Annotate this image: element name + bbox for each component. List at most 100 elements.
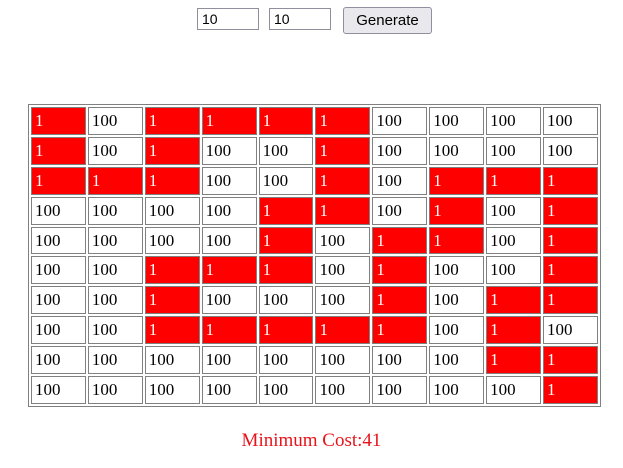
- grid-row: 1 100 1 1 1 1 100 100 100 100: [31, 107, 598, 135]
- grid-cell: 100: [315, 376, 371, 404]
- grid-cell-path: 1: [372, 286, 428, 315]
- grid-cell: 100: [258, 376, 314, 404]
- grid-cell: 100: [201, 136, 257, 165]
- grid-cell-path: 1: [258, 226, 314, 255]
- grid-cell: 100: [144, 376, 200, 404]
- grid-cell: 100: [429, 107, 485, 135]
- grid-cell: 100: [429, 136, 485, 165]
- grid-row: 100 100 100 100 100 100 100 100 1 1: [31, 346, 598, 375]
- grid-cell-path: 1: [372, 316, 428, 345]
- grid-cell: 100: [31, 256, 86, 285]
- grid-cell: 100: [258, 286, 314, 315]
- grid-cell: 100: [372, 166, 428, 195]
- cost-grid-body: 1 100 1 1 1 1 100 100 100 100 1 100 1 100 100 1 100 100 10…: [31, 107, 598, 404]
- grid-cell: 100: [144, 196, 200, 225]
- grid-cell: 100: [429, 286, 485, 315]
- generate-button[interactable]: Generate: [343, 7, 432, 34]
- grid-row: 100 100 1 1 1 100 1 100 100 1: [31, 256, 598, 285]
- grid-cell-path: 1: [315, 316, 371, 345]
- rows-input[interactable]: [197, 8, 259, 30]
- grid-cell: 100: [258, 136, 314, 165]
- grid-cell: 100: [87, 376, 143, 404]
- grid-cell: 100: [87, 107, 143, 135]
- grid-cell-path: 1: [543, 226, 598, 255]
- grid-cell-path: 1: [315, 166, 371, 195]
- grid-cell: 100: [372, 107, 428, 135]
- grid-row: 100 100 1 100 100 100 1 100 1 1: [31, 286, 598, 315]
- grid-cell: 100: [87, 346, 143, 375]
- grid-cell-path: 1: [429, 226, 485, 255]
- grid-cell-path: 1: [543, 376, 598, 404]
- grid-cell: 100: [429, 376, 485, 404]
- grid-cell-path: 1: [543, 256, 598, 285]
- grid-cell: 100: [258, 166, 314, 195]
- grid-cell: 100: [201, 376, 257, 404]
- grid-cell-path: 1: [258, 107, 314, 135]
- grid-cell-path: 1: [144, 256, 200, 285]
- grid-cell-path: 1: [87, 166, 143, 195]
- grid-cell-path: 1: [31, 136, 86, 165]
- grid-row: 1 100 1 100 100 1 100 100 100 100: [31, 136, 598, 165]
- grid-cell-path: 1: [144, 107, 200, 135]
- grid-cell-path: 1: [144, 316, 200, 345]
- grid-cell: 100: [486, 136, 542, 165]
- grid-cell: 100: [486, 226, 542, 255]
- grid-cell: 100: [429, 256, 485, 285]
- grid-cell: 100: [543, 107, 598, 135]
- grid-cell: 100: [87, 286, 143, 315]
- grid-cell: 100: [315, 226, 371, 255]
- grid-cell: 100: [201, 286, 257, 315]
- grid-cell: 100: [201, 196, 257, 225]
- grid-row: 100 100 100 100 1 1 100 1 100 1: [31, 196, 598, 225]
- columns-input[interactable]: [269, 8, 331, 30]
- grid-row: 100 100 100 100 1 100 1 1 100 1: [31, 226, 598, 255]
- grid-cell: 100: [87, 196, 143, 225]
- grid-cell: 100: [372, 376, 428, 404]
- grid-cell-path: 1: [315, 196, 371, 225]
- grid-cell: 100: [429, 346, 485, 375]
- grid-cell-path: 1: [315, 107, 371, 135]
- grid-cell: 100: [87, 136, 143, 165]
- grid-cell: 100: [31, 346, 86, 375]
- grid-cell: 100: [486, 256, 542, 285]
- grid-cell-path: 1: [429, 196, 485, 225]
- grid-cell-path: 1: [258, 196, 314, 225]
- grid-cell: 100: [429, 316, 485, 345]
- grid-cell-path: 1: [372, 226, 428, 255]
- grid-cell-path: 1: [258, 316, 314, 345]
- grid-cell-path: 1: [429, 166, 485, 195]
- grid-row: 100 100 1 1 1 1 1 100 1 100: [31, 316, 598, 345]
- grid-cell-path: 1: [543, 286, 598, 315]
- grid-cell: 100: [315, 286, 371, 315]
- grid-row: 1 1 1 100 100 1 100 1 1 1: [31, 166, 598, 195]
- grid-cell: 100: [486, 376, 542, 404]
- grid-cell: 100: [87, 226, 143, 255]
- grid-cell: 100: [31, 196, 86, 225]
- grid-cell: 100: [87, 316, 143, 345]
- minimum-cost-label: Minimum Cost:41: [241, 430, 382, 451]
- grid-cell: 100: [144, 226, 200, 255]
- grid-cell-path: 1: [144, 166, 200, 195]
- grid-cell: 100: [31, 286, 86, 315]
- grid-cell-path: 1: [543, 166, 598, 195]
- grid-cell-path: 1: [315, 136, 371, 165]
- grid-cell-path: 1: [201, 256, 257, 285]
- grid-cell: 100: [201, 346, 257, 375]
- grid-cell-path: 1: [486, 166, 542, 195]
- grid-cell-path: 1: [543, 196, 598, 225]
- grid-cell-path: 1: [144, 286, 200, 315]
- grid-cell-path: 1: [201, 316, 257, 345]
- grid-cell-path: 1: [31, 166, 86, 195]
- grid-cell-path: 1: [201, 107, 257, 135]
- grid-cell: 100: [315, 346, 371, 375]
- cost-grid: 1 100 1 1 1 1 100 100 100 100 1 100 1 100 100 1 100 100 10…: [28, 104, 601, 407]
- grid-cell-path: 1: [372, 256, 428, 285]
- grid-cell: 100: [486, 107, 542, 135]
- grid-cell: 100: [87, 256, 143, 285]
- grid-cell-path: 1: [144, 136, 200, 165]
- grid-cell: 100: [543, 316, 598, 345]
- grid-cell: 100: [372, 196, 428, 225]
- grid-cell: 100: [31, 316, 86, 345]
- grid-cell: 100: [372, 136, 428, 165]
- grid-cell: 100: [543, 136, 598, 165]
